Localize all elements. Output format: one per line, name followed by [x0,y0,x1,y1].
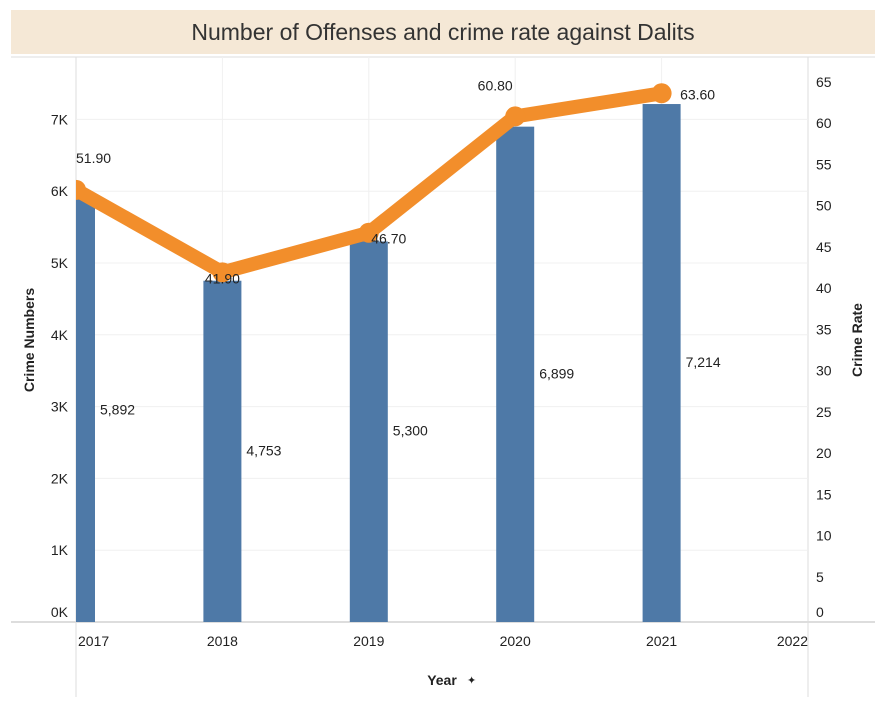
bar-value-label: 6,899 [539,365,574,381]
bar-value-label: 7,214 [686,354,721,370]
x-tick-label: 2019 [353,633,384,649]
y-left-tick-label: 1K [51,542,69,558]
y-right-tick-label: 40 [816,280,832,296]
y-right-tick-label: 15 [816,486,832,502]
y-right-tick-label: 20 [816,445,832,461]
x-tick-label: 2021 [646,633,677,649]
x-axis-title: Year [427,672,457,688]
line-value-label: 63.60 [680,86,715,102]
y-right-tick-label: 5 [816,569,824,585]
crime-rate-point-2017 [76,179,86,200]
bar-2020 [496,126,535,622]
y-left-axis-title: Crime Numbers [21,288,37,392]
y-right-tick-label: 55 [816,156,832,172]
y-right-tick-label: 45 [816,239,832,255]
pin-icon: ✦ [467,675,476,687]
y-left-tick-label: 0K [51,604,69,620]
title-band: Number of Offenses and crime rate agains… [11,10,875,54]
x-tick-label: 2020 [500,633,531,649]
y-right-tick-label: 25 [816,404,832,420]
bar-value-label: 4,753 [246,442,281,458]
y-right-tick-label: 0 [816,604,824,620]
x-tick-label: 2022 [777,633,808,649]
crime-rate-point-2021 [651,83,672,104]
line-value-label: 46.70 [371,231,406,247]
x-tick-label: 2017 [78,633,109,649]
y-left-tick-label: 5K [51,255,69,271]
y-right-tick-label: 65 [816,74,832,90]
crime-rate-point-2018 [212,262,233,283]
crime-rate-point-2019 [358,222,379,243]
y-right-tick-label: 50 [816,198,832,214]
y-left-tick-label: 3K [51,399,69,415]
y-right-axis-title: Crime Rate [849,303,865,377]
y-right-tick-label: 35 [816,321,832,337]
y-left-tick-label: 4K [51,327,69,343]
y-left-tick-label: 6K [51,183,69,199]
bar-value-label: 5,892 [100,401,135,417]
line-value-label: 41.90 [205,270,240,286]
y-left-tick-label: 7K [51,111,69,127]
y-left-tick-label: 2K [51,470,69,486]
y-right-tick-label: 10 [816,528,832,544]
line-value-label: 60.80 [478,77,513,93]
bar-2021 [642,104,681,622]
crime-rate-point-2020 [505,106,526,127]
line-value-label: 51.90 [76,150,111,166]
chart-title: Number of Offenses and crime rate agains… [191,18,695,45]
bar-value-label: 5,300 [393,423,428,439]
y-right-tick-label: 30 [816,363,832,379]
bar-2019 [349,241,388,622]
bar-2017 [76,198,95,622]
bar-2018 [203,280,242,622]
y-right-tick-label: 60 [816,115,832,131]
x-tick-label: 2018 [207,633,238,649]
